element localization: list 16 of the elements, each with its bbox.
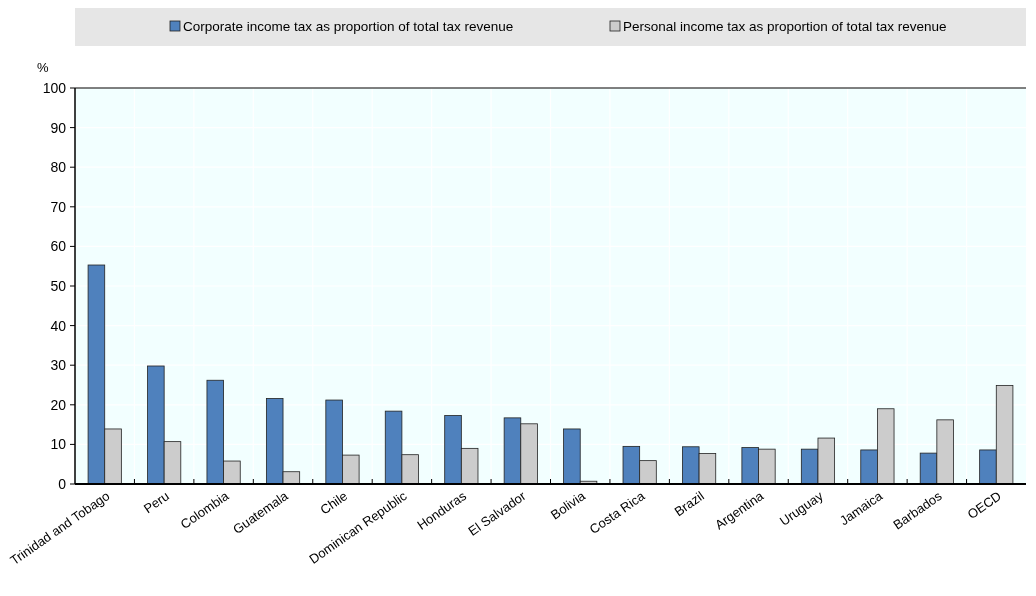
y-tick-label: 0: [58, 475, 67, 492]
y-tick-label: 100: [42, 79, 67, 96]
y-tick-label: 30: [50, 357, 67, 374]
x-tick-label: Chile: [317, 488, 351, 518]
y-tick-label: 60: [50, 238, 67, 255]
y-tick-label: 70: [50, 198, 67, 215]
y-tick-label: 90: [50, 119, 67, 136]
legend-label: Corporate income tax as proportion of total tax revenue: [183, 18, 514, 34]
x-tick-label: Peru: [140, 488, 172, 517]
y-axis-title: %: [37, 60, 49, 75]
y-tick-label: 20: [50, 396, 67, 413]
y-tick-label: 50: [50, 277, 67, 294]
y-tick-label: 10: [50, 436, 67, 453]
legend-label: Personal income tax as proportion of total tax revenue: [623, 18, 947, 34]
y-tick-label: 80: [50, 159, 67, 176]
y-tick-label: 40: [50, 317, 67, 334]
